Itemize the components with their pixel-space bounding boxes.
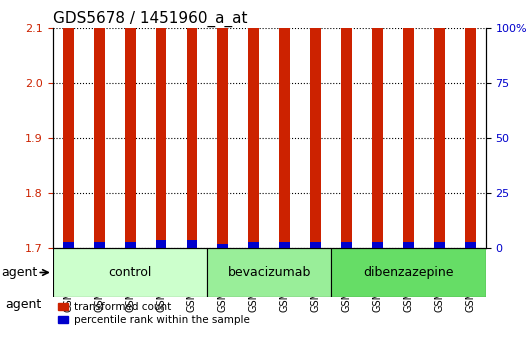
Bar: [341, 242, 352, 248]
Bar: [248, 242, 259, 248]
Bar: [372, 0, 383, 248]
FancyBboxPatch shape: [53, 248, 208, 297]
Bar: [63, 242, 74, 248]
Legend: transformed count, percentile rank within the sample: transformed count, percentile rank withi…: [58, 302, 250, 325]
Bar: [279, 242, 290, 248]
Bar: [94, 242, 105, 248]
Text: control: control: [108, 266, 152, 279]
Bar: [156, 0, 166, 248]
Bar: [372, 242, 383, 248]
FancyBboxPatch shape: [331, 248, 486, 297]
Bar: [186, 0, 197, 248]
Bar: [248, 0, 259, 248]
Bar: [465, 0, 476, 248]
Bar: [94, 0, 105, 248]
Bar: [310, 242, 321, 248]
Text: dibenzazepine: dibenzazepine: [363, 266, 454, 279]
Text: bevacizumab: bevacizumab: [228, 266, 311, 279]
Bar: [434, 242, 445, 248]
Bar: [186, 240, 197, 248]
Bar: [434, 0, 445, 248]
Bar: [125, 0, 136, 248]
Bar: [218, 244, 228, 248]
Text: agent: agent: [1, 266, 37, 279]
Bar: [63, 0, 74, 248]
Bar: [465, 242, 476, 248]
Bar: [156, 240, 166, 248]
Bar: [403, 242, 414, 248]
Bar: [218, 0, 228, 248]
Bar: [403, 0, 414, 248]
Bar: [279, 0, 290, 248]
Text: GDS5678 / 1451960_a_at: GDS5678 / 1451960_a_at: [53, 11, 247, 27]
Text: agent: agent: [5, 298, 42, 311]
Bar: [125, 242, 136, 248]
FancyBboxPatch shape: [208, 248, 331, 297]
Bar: [341, 0, 352, 248]
Bar: [310, 0, 321, 248]
